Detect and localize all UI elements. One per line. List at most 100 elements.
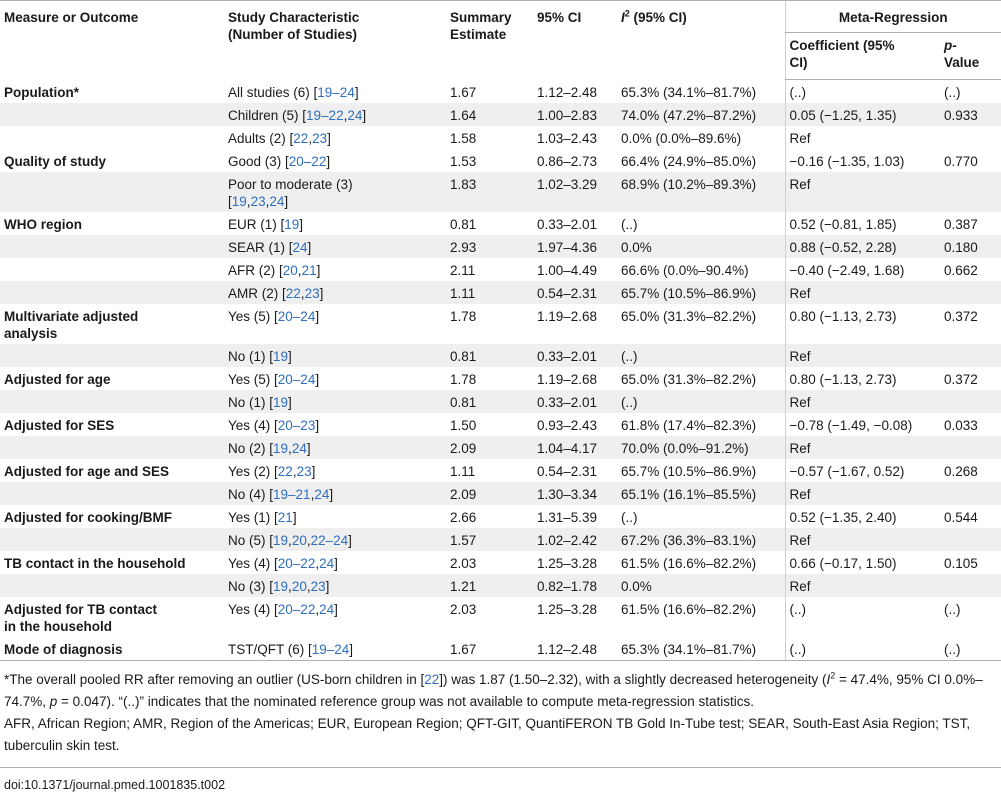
reference-link[interactable]: 22	[285, 286, 301, 301]
cell-measure	[0, 281, 224, 304]
cell-summary-estimate: 1.58	[450, 131, 477, 146]
cell-p-value: 0.662	[944, 263, 978, 278]
cell-summary-estimate: 0.81	[446, 390, 533, 413]
cell-i2: 65.1% (16.1%–85.5%)	[617, 482, 785, 505]
cell-measure	[0, 436, 224, 459]
cell-ci: 0.93–2.43	[537, 418, 598, 433]
reference-link[interactable]: 22–24	[310, 533, 349, 548]
table-row: Poor to moderate (3) [19,23,24] 1.83 1.02–3…	[0, 172, 1001, 212]
cell-ci: 1.19–2.68	[537, 309, 598, 324]
reference-link[interactable]: 19	[273, 395, 289, 410]
cell-i2: 65.0% (31.3%–82.2%)	[621, 309, 757, 324]
cell-p-value: (..)	[940, 637, 1001, 661]
cell-coefficient: −0.40 (−2.49, 1.68)	[784, 258, 940, 281]
cell-coefficient: Ref	[784, 344, 940, 367]
reference-link[interactable]: 22	[293, 131, 309, 146]
cell-p-value: 0.770	[944, 154, 978, 169]
reference-link[interactable]: 19	[273, 441, 289, 456]
cell-coefficient: 0.52 (−1.35, 2.40)	[784, 505, 940, 528]
table-row: No (4) [19–21,24] 2.09 1.30–3.34 65.1% (16.…	[0, 482, 1001, 505]
cell-study-characteristic: SEAR (1) [24]	[224, 235, 446, 258]
cell-coefficient: Ref	[784, 390, 940, 413]
reference-link[interactable]: 19–22	[306, 108, 344, 123]
cell-study-characteristic: No (4) [19–21,24]	[224, 482, 446, 505]
cell-measure: Multivariate adjusted analysis	[4, 309, 139, 341]
reference-link[interactable]: 20	[291, 533, 307, 548]
reference-link[interactable]: 19	[273, 579, 289, 594]
cell-p-value	[940, 281, 1001, 304]
reference-link[interactable]: 20–23	[277, 418, 316, 433]
cell-ci: 1.30–3.34	[533, 482, 617, 505]
cell-i2: 66.4% (24.9%–85.0%)	[621, 154, 757, 169]
reference-link[interactable]: 19–24	[311, 642, 350, 657]
reference-link[interactable]: 20–22	[277, 556, 316, 571]
header-measure: Measure or Outcome	[0, 0, 224, 80]
cell-ci: 1.02–2.42	[533, 528, 617, 551]
cell-p-value: 0.372	[944, 309, 978, 324]
reference-link[interactable]: 20–22	[288, 154, 327, 169]
reference-link[interactable]: 21	[301, 263, 317, 278]
table-header: Measure or Outcome Study Characteristic(…	[0, 0, 1001, 80]
reference-link[interactable]: 20	[282, 263, 298, 278]
reference-link[interactable]: 23	[296, 464, 312, 479]
cell-ci: 0.82–1.78	[533, 574, 617, 597]
cell-coefficient: (..)	[784, 637, 940, 661]
reference-link[interactable]: 20–22	[277, 602, 316, 617]
cell-study-characteristic: Children (5) [19–22,24]	[224, 103, 446, 126]
reference-link[interactable]: 22	[277, 464, 293, 479]
cell-study-characteristic: Yes (4) [20–22,24]	[228, 556, 338, 571]
cell-coefficient: 0.05 (−1.25, 1.35)	[784, 103, 940, 126]
cell-p-value: 0.387	[944, 217, 978, 232]
reference-link[interactable]: 19	[273, 533, 289, 548]
cell-p-value	[940, 172, 1001, 212]
reference-link[interactable]: 23	[304, 286, 320, 301]
cell-study-characteristic: Yes (5) [20–24]	[228, 309, 320, 324]
reference-link[interactable]: 19	[273, 349, 289, 364]
reference-link[interactable]: 19–21	[273, 487, 311, 502]
cell-i2: 61.5% (16.6%–82.2%)	[621, 556, 757, 571]
cell-coefficient: Ref	[784, 126, 940, 149]
cell-summary-estimate: 2.93	[446, 235, 533, 258]
reference-link[interactable]: 24	[319, 602, 335, 617]
table-body: Population* All studies (6) [19–24] 1.67 1.…	[0, 79, 1001, 661]
table-row: Adjusted for TB contact in the household Y…	[0, 597, 1001, 637]
cell-coefficient: 0.80 (−1.13, 2.73)	[784, 304, 940, 344]
cell-coefficient: −0.57 (−1.67, 0.52)	[784, 459, 940, 482]
table-row: Multivariate adjusted analysis Yes (5) [20…	[0, 304, 1001, 344]
cell-study-characteristic: No (3) [19,20,23]	[224, 574, 446, 597]
header-meta-regression: Meta-Regression	[784, 0, 1001, 33]
reference-link[interactable]: 19	[284, 217, 300, 232]
reference-link[interactable]: 21	[277, 510, 293, 525]
cell-measure	[0, 482, 224, 505]
cell-p-value: 0.268	[944, 464, 978, 479]
footnote-ref-link[interactable]: 22	[424, 672, 440, 687]
table-row: WHO region EUR (1) [19] 0.81 0.33–2.01 (..) 0…	[0, 212, 1001, 235]
cell-ci: 1.02–3.29	[533, 172, 617, 212]
reference-link[interactable]: 23	[312, 131, 328, 146]
table-row: Adjusted for age and SES Yes (2) [22,23] 1…	[0, 459, 1001, 482]
reference-link[interactable]: 24	[347, 108, 363, 123]
reference-link[interactable]: 20–24	[277, 372, 316, 387]
cell-p-value: (..)	[944, 602, 961, 617]
reference-link[interactable]: 20	[291, 579, 307, 594]
reference-link[interactable]: 24	[291, 441, 307, 456]
reference-link[interactable]: 23	[310, 579, 326, 594]
header-study-characteristic: Study Characteristic (Number of Studies)	[224, 0, 446, 80]
reference-link[interactable]: 23	[250, 194, 266, 209]
cell-p-value	[940, 574, 1001, 597]
reference-link[interactable]: 24	[319, 556, 335, 571]
results-table: Measure or Outcome Study Characteristic(…	[0, 0, 1001, 661]
cell-p-value: (..)	[944, 85, 961, 100]
reference-link[interactable]: 24	[314, 487, 330, 502]
reference-link[interactable]: 19	[231, 194, 247, 209]
cell-p-value	[940, 436, 1001, 459]
reference-link[interactable]: 20–24	[277, 309, 316, 324]
reference-link[interactable]: 24	[292, 240, 308, 255]
cell-i2: 65.7% (10.5%–86.9%)	[621, 464, 757, 479]
cell-study-characteristic: No (2) [19,24]	[224, 436, 446, 459]
cell-p-value	[940, 126, 1001, 149]
reference-link[interactable]: 19–24	[317, 84, 355, 100]
reference-link[interactable]: 24	[269, 194, 285, 209]
cell-p-value: 0.372	[944, 372, 978, 387]
